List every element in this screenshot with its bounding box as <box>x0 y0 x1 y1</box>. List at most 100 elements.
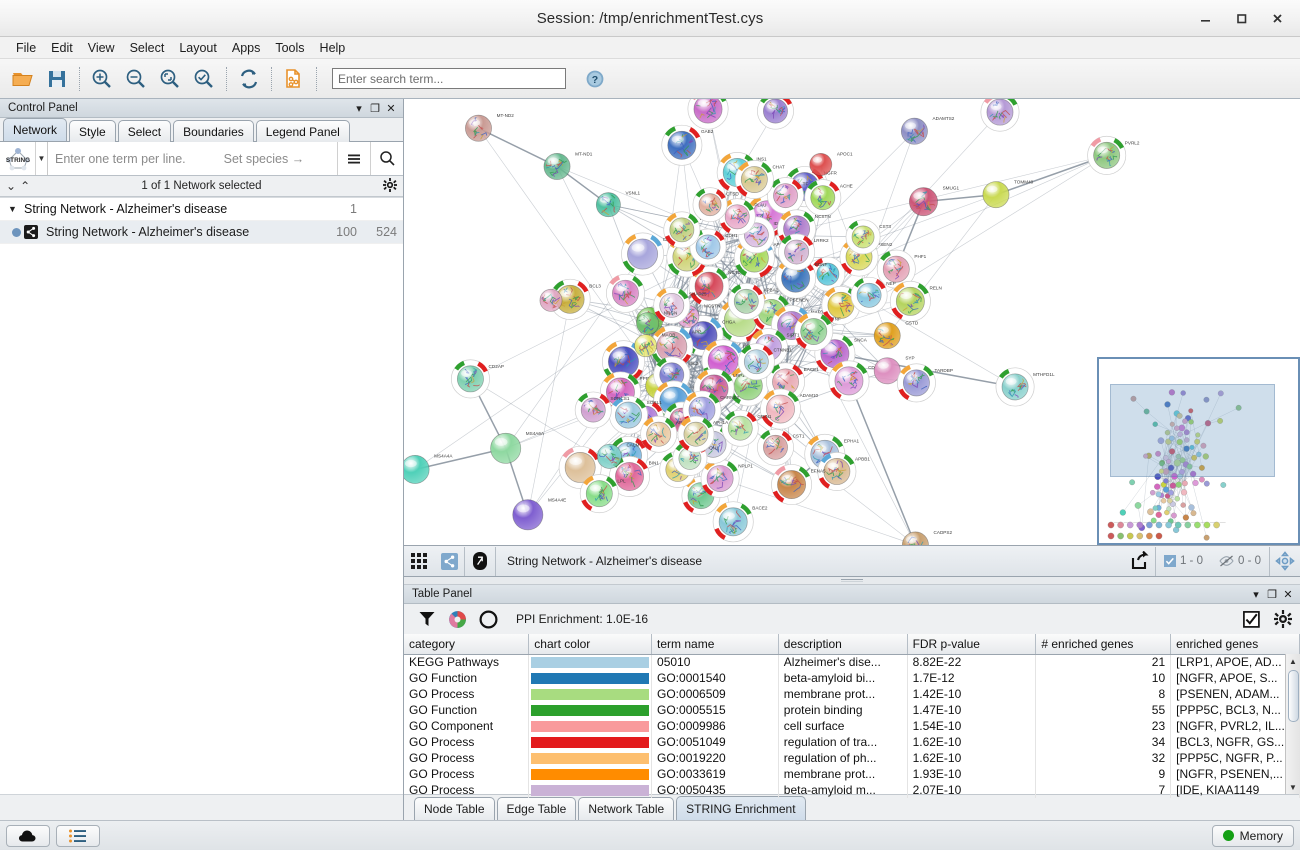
string-logo-icon[interactable]: STRING <box>0 142 36 175</box>
node-sphere[interactable] <box>490 432 522 464</box>
node-sphere[interactable] <box>404 455 430 484</box>
graph-node[interactable]: SNCA <box>814 333 868 375</box>
graph-node[interactable]: RELN <box>889 280 942 322</box>
table-row[interactable]: GO Process GO:0006509 membrane prot... 1.42… <box>404 686 1300 702</box>
column-header-chart-color[interactable]: chart color <box>528 634 653 655</box>
string-term-input[interactable]: Enter one term per line. Set species → <box>48 142 337 175</box>
node-sphere[interactable] <box>873 322 901 350</box>
network-canvas[interactable]: MT-ND2MT-ND1VSNL1GAB2INS1IL1BADAMTS2PVRL… <box>404 99 1300 546</box>
node-sphere[interactable] <box>669 217 695 243</box>
graph-node[interactable] <box>539 288 563 312</box>
graph-node[interactable]: CTNNB1 <box>737 343 792 381</box>
menu-apps[interactable]: Apps <box>231 40 261 55</box>
graph-node[interactable]: TOMM40 <box>982 180 1034 209</box>
graph-node[interactable]: A2M <box>821 285 869 325</box>
network-tree-item[interactable]: String Network - Alzheimer's disease 100… <box>0 221 403 244</box>
tab-edge-table[interactable]: Edge Table <box>496 797 577 820</box>
graph-node[interactable]: SMUG1 <box>909 186 959 217</box>
graph-node[interactable]: GAB2 <box>661 124 714 166</box>
node-sphere[interactable] <box>457 365 484 393</box>
table-row[interactable]: GO Process GO:0050435 beta-amyloid m... 2.0… <box>404 782 1300 798</box>
graph-node[interactable]: CALM <box>596 442 639 469</box>
node-sphere[interactable] <box>800 318 828 345</box>
collapse-all-icon[interactable]: ⌃ <box>20 179 31 193</box>
graph-nodes[interactable]: MT-ND2MT-ND1VSNL1GAB2INS1IL1BADAMTS2PVRL… <box>404 99 1140 546</box>
node-sphere[interactable] <box>851 225 875 249</box>
tab-select[interactable]: Select <box>117 120 172 142</box>
node-sphere[interactable] <box>543 153 571 180</box>
node-sphere[interactable] <box>1093 141 1121 169</box>
graph-node[interactable]: CDK5 <box>828 360 881 402</box>
node-sphere[interactable] <box>895 286 925 316</box>
graph-node[interactable]: CD2AP <box>450 359 504 399</box>
graph-node[interactable] <box>605 273 645 313</box>
grid-layout-icon[interactable] <box>404 547 434 576</box>
filter-icon[interactable] <box>418 610 436 628</box>
tab-network[interactable]: Network <box>3 118 68 141</box>
graph-node[interactable]: CLU <box>621 232 672 276</box>
graph-node[interactable]: MT-ND2 <box>464 113 514 143</box>
graph-node[interactable]: MS4A6A <box>490 431 545 464</box>
help-icon[interactable]: ? <box>578 63 612 95</box>
graph-node[interactable]: APBB1 <box>817 452 871 491</box>
graph-node[interactable]: TARDBP <box>896 363 953 403</box>
node-sphere[interactable] <box>724 204 750 230</box>
node-sphere[interactable] <box>627 238 659 270</box>
fit-network-icon[interactable] <box>187 63 221 95</box>
node-sphere[interactable] <box>986 99 1014 126</box>
memory-status-button[interactable]: Memory <box>1211 824 1294 847</box>
graph-node[interactable]: PHF1 <box>876 249 927 289</box>
graph-node[interactable]: SYP <box>873 356 915 385</box>
network-graph[interactable]: MT-ND2MT-ND1VSNL1GAB2INS1IL1BADAMTS2PVRL… <box>404 99 1300 546</box>
graph-node[interactable]: PVRL2 <box>1087 135 1140 175</box>
graph-node[interactable]: APOA1 <box>640 415 692 453</box>
table-vertical-scrollbar[interactable]: ▲ ▼ <box>1285 654 1300 794</box>
graph-node[interactable]: SORCS1 <box>574 391 630 429</box>
graph-node[interactable]: SNAP25 <box>653 286 707 324</box>
enrichment-table-wrapper[interactable]: category chart color term name descripti… <box>404 634 1300 798</box>
save-session-icon[interactable] <box>40 63 74 95</box>
panel-splitter[interactable] <box>404 577 1300 585</box>
graph-node[interactable] <box>687 99 729 130</box>
graph-node[interactable]: MT-ND1 <box>543 151 593 180</box>
graph-node[interactable] <box>757 99 794 130</box>
graph-node[interactable]: ADAMTS2 <box>900 116 955 148</box>
scroll-up-icon[interactable]: ▲ <box>1289 656 1297 666</box>
node-sphere[interactable] <box>465 114 492 142</box>
table-row[interactable]: GO Function GO:0005515 protein binding 1.47… <box>404 702 1300 718</box>
graph-node[interactable]: CDH1 <box>689 228 738 266</box>
export-icon[interactable] <box>1125 547 1155 576</box>
hidden-node-counter[interactable]: 0 - 0 <box>1211 555 1269 567</box>
select-all-checkbox[interactable] <box>1243 610 1260 628</box>
column-header-category[interactable]: category <box>404 634 530 655</box>
birds-eye-selection-rect[interactable] <box>1110 384 1275 477</box>
graph-node[interactable]: BCL3 <box>549 278 601 320</box>
graph-node[interactable]: NRGN <box>636 310 678 336</box>
network-tree-group[interactable]: ▼ String Network - Alzheimer's disease 1 <box>0 198 403 221</box>
node-sphere[interactable] <box>823 458 851 485</box>
graph-node[interactable]: TNF <box>794 312 841 352</box>
graph-node[interactable]: MTHFD1L <box>995 367 1055 407</box>
pan-icon[interactable] <box>1270 547 1300 576</box>
table-row[interactable]: GO Component GO:0009986 cell surface 1.54E-… <box>404 718 1300 734</box>
table-row[interactable]: KEGG Pathways 05010 Alzheimer's dise... 8.8… <box>404 654 1300 670</box>
tab-style[interactable]: Style <box>69 120 116 142</box>
column-header-enriched-genes[interactable]: enriched genes <box>1170 634 1300 655</box>
graph-node[interactable]: APBA2 <box>727 282 779 320</box>
graph-node[interactable]: VSNL1 <box>595 191 641 218</box>
graph-node[interactable]: BACE2 <box>712 501 768 543</box>
node-sphere[interactable] <box>873 357 901 385</box>
table-row[interactable]: GO Process GO:0051049 regulation of tra...… <box>404 734 1300 750</box>
menu-edit[interactable]: Edit <box>51 40 73 55</box>
graph-node[interactable]: GSTD <box>873 321 919 350</box>
network-settings-gear-icon[interactable] <box>383 177 397 195</box>
graph-node[interactable]: CST3 <box>845 219 891 255</box>
scroll-down-icon[interactable]: ▼ <box>1289 782 1297 792</box>
node-sphere[interactable] <box>809 153 833 176</box>
string-style-icon[interactable] <box>434 547 464 576</box>
node-sphere[interactable] <box>636 312 660 335</box>
table-panel-collapse-icon[interactable]: ▾ <box>1253 588 1259 601</box>
set-species-link[interactable]: Set species → <box>223 151 305 166</box>
menu-view[interactable]: View <box>87 40 115 55</box>
node-sphere[interactable] <box>698 193 722 217</box>
